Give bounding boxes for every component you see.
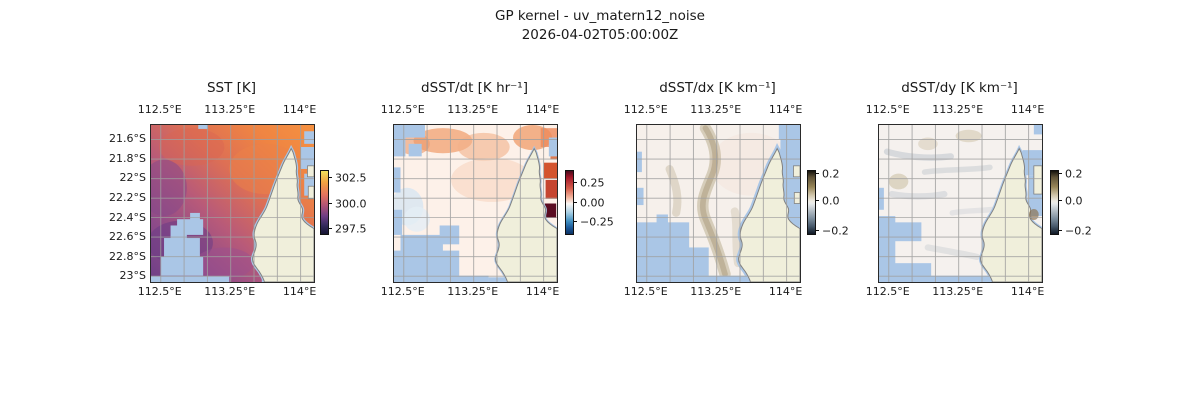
xtick-label: 112.5°E [865,103,910,116]
gulf-islands [307,165,314,200]
xtick-label: 113.25°E [690,285,742,298]
colorbar-tick-label: 0.25 [580,176,605,190]
xtick-label: 114°E [282,103,317,116]
gradient-streaks [883,148,1005,261]
colorbar-dsst-dx: 0.2 0.0 −0.2 [807,167,867,238]
map-dsst-dt [393,124,558,283]
colorbar-tickmark [328,203,332,205]
sst-heatmap [151,125,314,282]
colorbar-tick-label: 0.2 [1065,167,1083,181]
dsst-dx-heatmap [637,125,800,282]
figure-suptitle-line1: GP kernel - uv_matern12_noise [495,8,705,24]
xticks-top-dsst-dx: 112.5°E 113.25°E 114°E [624,103,803,118]
colorbar-tick-label: 0.2 [822,167,840,181]
colorbar-tickmark [815,200,819,202]
ytick-label: 22.6°S [109,230,146,243]
colorbar-tick-label: 0.00 [580,196,605,210]
xticks-top-dsst-dt: 112.5°E 113.25°E 114°E [381,103,560,118]
panel-title-dsst-dx: dSST/dx [K km⁻¹] [659,80,776,96]
colorbar-tick-label: 0.0 [1065,194,1083,208]
colorbar-tickmark [573,182,577,184]
colorbar-tickmark [328,177,332,179]
ytick-label: 22.4°S [109,211,146,224]
figure-suptitle-line2: 2026-04-02T05:00:00Z [521,27,679,43]
xticks-bottom-dsst-dy: 112.5°E 113.25°E 114°E [866,285,1045,300]
xtick-label: 113.25°E [204,285,256,298]
xticks-bottom-sst: 112.5°E 113.25°E 114°E [138,285,317,300]
colorbar-tickmark [1058,200,1062,202]
colorbar-tick-label: 297.5 [335,222,367,236]
xtick-label: 113.25°E [932,103,984,116]
xtick-label: 114°E [768,285,803,298]
xtick-label: 112.5°E [380,103,425,116]
xtick-label: 114°E [282,285,317,298]
xtick-label: 112.5°E [865,285,910,298]
ytick-label: 22.8°S [109,250,146,263]
xtick-label: 113.25°E [447,103,499,116]
xticks-top-sst: 112.5°E 113.25°E 114°E [138,103,317,118]
colorbar-tickmark [1058,230,1062,232]
colorbar-tick-label: 300.0 [335,197,367,211]
colorbar-tickmark [815,230,819,232]
xtick-label: 112.5°E [137,285,182,298]
xtick-label: 112.5°E [623,285,668,298]
cloud-mask-patches [151,125,314,282]
xtick-label: 112.5°E [380,285,425,298]
xticks-bottom-dsst-dt: 112.5°E 113.25°E 114°E [381,285,560,300]
panel-title-sst: SST [K] [206,80,257,96]
xtick-label: 114°E [525,285,560,298]
ytick-label: 23°S [119,269,146,282]
colorbar-dsst-dt: 0.25 0.00 −0.25 [565,170,625,235]
dsst-dy-heatmap [879,125,1042,282]
map-dsst-dy [878,124,1043,283]
colorbar-tickmark [573,221,577,223]
colorbar-tick-label: 302.5 [335,171,367,185]
colorbar-gradient [807,170,816,235]
xtick-label: 113.25°E [204,103,256,116]
colorbar-tick-label: 0.0 [822,194,840,208]
xtick-label: 113.25°E [932,285,984,298]
colorbar-tickmark [815,173,819,175]
map-sst [150,124,315,283]
xticks-bottom-dsst-dx: 112.5°E 113.25°E 114°E [624,285,803,300]
xtick-label: 114°E [768,103,803,116]
colorbar-tickmark [573,202,577,204]
ytick-label: 21.8°S [109,152,146,165]
colorbar-dsst-dy: 0.2 0.0 −0.2 [1050,167,1110,238]
dsst-dt-heatmap [394,125,557,282]
xtick-label: 113.25°E [447,285,499,298]
xtick-label: 112.5°E [623,103,668,116]
colorbar-tick-label: −0.25 [580,215,614,229]
colorbar-tickmark [1058,173,1062,175]
colorbar-gradient [320,170,329,235]
colorbar-tick-label: −0.2 [1065,224,1092,238]
colorbar-tickmark [328,228,332,230]
ytick-label: 22.2°S [109,191,146,204]
xtick-label: 114°E [1010,103,1045,116]
xtick-label: 113.25°E [690,103,742,116]
xticks-top-dsst-dy: 112.5°E 113.25°E 114°E [866,103,1045,118]
colorbar-tick-label: −0.2 [822,224,849,238]
panel-title-dsst-dy: dSST/dy [K km⁻¹] [901,80,1018,96]
colorbar-gradient [1050,170,1059,235]
colorbar-sst: 302.5 300.0 297.5 [320,170,380,236]
ytick-label: 22°S [119,171,146,184]
ytick-label: 21.6°S [109,132,146,145]
xtick-label: 114°E [525,103,560,116]
map-dsst-dx [636,124,801,283]
xtick-label: 112.5°E [137,103,182,116]
xtick-label: 114°E [1010,285,1045,298]
coastal-positive-blob [1028,208,1039,220]
panel-title-dsst-dt: dSST/dt [K hr⁻¹] [421,80,528,96]
gulf-islands [1033,165,1042,195]
